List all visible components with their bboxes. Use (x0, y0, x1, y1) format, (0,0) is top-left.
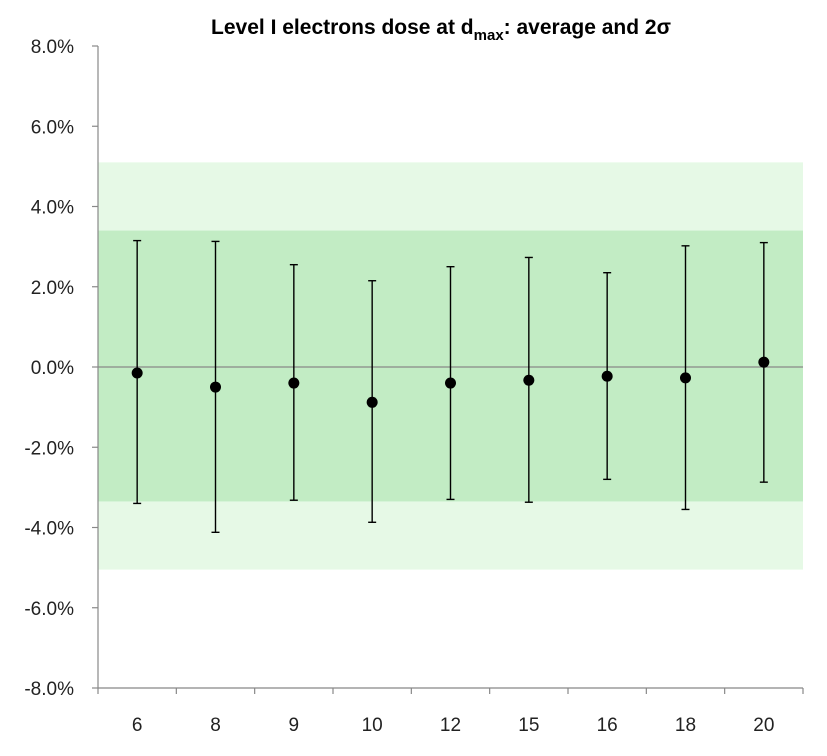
x-tick-label: 18 (675, 715, 696, 736)
x-tick-label: 12 (440, 715, 461, 736)
x-tick-label: 8 (210, 715, 221, 736)
y-tick-label: 2.0% (31, 278, 74, 299)
data-point (758, 356, 770, 368)
y-tick-label: 0.0% (31, 358, 74, 379)
y-tick-label: -2.0% (24, 438, 74, 459)
y-tick-label: 6.0% (31, 117, 74, 138)
data-point (131, 367, 143, 379)
x-tick-label: 9 (289, 715, 300, 736)
chart-title-main: Level I electrons dose at d (211, 16, 474, 39)
chart-title-suffix: : average and 2σ (504, 16, 671, 39)
x-tick-label: 20 (753, 715, 774, 736)
chart-title-subscript: max (474, 27, 505, 44)
data-point (680, 372, 691, 384)
chart-title: Level I electrons dose at dmax: average … (211, 16, 671, 44)
y-tick-label: 8.0% (31, 37, 74, 58)
data-point (445, 377, 456, 389)
y-tick-label: -8.0% (24, 679, 74, 700)
y-tick-label: -4.0% (24, 519, 74, 540)
data-point (288, 377, 300, 389)
x-tick-label: 6 (132, 715, 143, 736)
data-point (210, 381, 221, 393)
data-point (366, 396, 378, 408)
data-point (601, 370, 613, 382)
y-axis-ticks: 8.0% 6.0% 4.0% 2.0% 0.0% -2.0% -4.0% -6.0% -8.0% (24, 37, 98, 700)
y-tick-label: -6.0% (24, 599, 74, 620)
y-tick-label: 4.0% (31, 198, 74, 219)
x-tick-label: 15 (518, 715, 539, 736)
x-tick-label: 16 (597, 715, 618, 736)
data-point (523, 374, 535, 386)
x-axis-ticks: 6 8 9 10 12 15 16 18 20 (97, 688, 804, 736)
x-tick-label: 10 (362, 715, 383, 736)
data-points (131, 356, 770, 408)
